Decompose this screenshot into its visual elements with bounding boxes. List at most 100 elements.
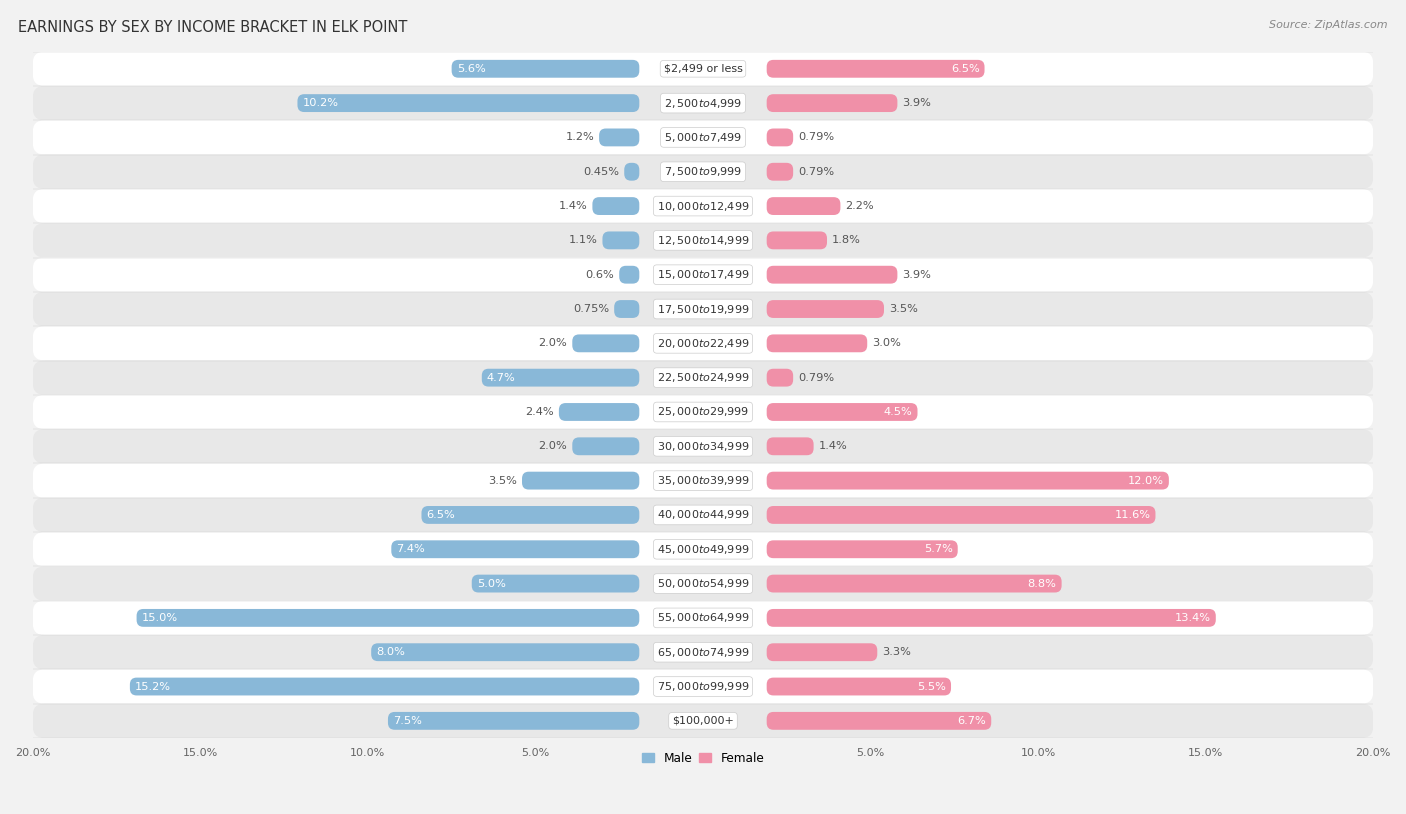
Text: $2,500 to $4,999: $2,500 to $4,999	[664, 97, 742, 110]
Text: $45,000 to $49,999: $45,000 to $49,999	[657, 543, 749, 556]
FancyBboxPatch shape	[766, 712, 991, 730]
FancyBboxPatch shape	[32, 86, 1374, 120]
FancyBboxPatch shape	[766, 60, 984, 77]
Text: 3.9%: 3.9%	[903, 98, 931, 108]
Text: 6.7%: 6.7%	[957, 716, 986, 726]
Text: 0.45%: 0.45%	[583, 167, 619, 177]
Text: 3.9%: 3.9%	[903, 269, 931, 280]
FancyBboxPatch shape	[624, 163, 640, 181]
FancyBboxPatch shape	[766, 677, 950, 695]
Text: 0.79%: 0.79%	[799, 133, 834, 142]
FancyBboxPatch shape	[619, 266, 640, 283]
FancyBboxPatch shape	[602, 231, 640, 249]
FancyBboxPatch shape	[32, 155, 1374, 189]
Text: 1.8%: 1.8%	[832, 235, 860, 245]
Legend: Male, Female: Male, Female	[637, 747, 769, 770]
Text: $2,499 or less: $2,499 or less	[664, 63, 742, 74]
Text: 10.2%: 10.2%	[302, 98, 339, 108]
Text: $10,000 to $12,499: $10,000 to $12,499	[657, 199, 749, 212]
FancyBboxPatch shape	[371, 643, 640, 661]
Text: 15.2%: 15.2%	[135, 681, 172, 692]
FancyBboxPatch shape	[32, 498, 1374, 532]
FancyBboxPatch shape	[32, 189, 1374, 223]
Text: 5.6%: 5.6%	[457, 63, 485, 74]
Text: $15,000 to $17,499: $15,000 to $17,499	[657, 268, 749, 281]
Text: 3.0%: 3.0%	[872, 339, 901, 348]
Text: $30,000 to $34,999: $30,000 to $34,999	[657, 440, 749, 453]
Text: 7.5%: 7.5%	[394, 716, 422, 726]
Text: 2.4%: 2.4%	[526, 407, 554, 417]
Text: 0.79%: 0.79%	[799, 167, 834, 177]
Text: 0.79%: 0.79%	[799, 373, 834, 383]
FancyBboxPatch shape	[129, 677, 640, 695]
FancyBboxPatch shape	[32, 429, 1374, 463]
FancyBboxPatch shape	[391, 540, 640, 558]
FancyBboxPatch shape	[32, 223, 1374, 257]
Text: $50,000 to $54,999: $50,000 to $54,999	[657, 577, 749, 590]
FancyBboxPatch shape	[388, 712, 640, 730]
Text: 0.6%: 0.6%	[585, 269, 614, 280]
Text: 0.75%: 0.75%	[574, 304, 609, 314]
Text: $75,000 to $99,999: $75,000 to $99,999	[657, 680, 749, 693]
FancyBboxPatch shape	[766, 575, 1062, 593]
Text: 3.5%: 3.5%	[488, 475, 517, 486]
FancyBboxPatch shape	[32, 361, 1374, 395]
Text: 6.5%: 6.5%	[950, 63, 980, 74]
FancyBboxPatch shape	[766, 266, 897, 283]
FancyBboxPatch shape	[766, 403, 918, 421]
FancyBboxPatch shape	[592, 197, 640, 215]
FancyBboxPatch shape	[766, 437, 814, 455]
FancyBboxPatch shape	[766, 231, 827, 249]
Text: 12.0%: 12.0%	[1128, 475, 1164, 486]
FancyBboxPatch shape	[572, 335, 640, 352]
Text: EARNINGS BY SEX BY INCOME BRACKET IN ELK POINT: EARNINGS BY SEX BY INCOME BRACKET IN ELK…	[18, 20, 408, 35]
Text: 1.2%: 1.2%	[565, 133, 595, 142]
Text: $12,500 to $14,999: $12,500 to $14,999	[657, 234, 749, 247]
FancyBboxPatch shape	[766, 163, 793, 181]
Text: $22,500 to $24,999: $22,500 to $24,999	[657, 371, 749, 384]
FancyBboxPatch shape	[32, 257, 1374, 292]
FancyBboxPatch shape	[766, 540, 957, 558]
Text: 5.0%: 5.0%	[477, 579, 506, 589]
Text: 8.0%: 8.0%	[377, 647, 405, 657]
FancyBboxPatch shape	[32, 567, 1374, 601]
FancyBboxPatch shape	[298, 94, 640, 112]
FancyBboxPatch shape	[614, 300, 640, 318]
Text: $55,000 to $64,999: $55,000 to $64,999	[657, 611, 749, 624]
Text: 3.5%: 3.5%	[889, 304, 918, 314]
FancyBboxPatch shape	[32, 635, 1374, 669]
FancyBboxPatch shape	[32, 120, 1374, 155]
Text: 5.7%: 5.7%	[924, 545, 953, 554]
Text: $20,000 to $22,499: $20,000 to $22,499	[657, 337, 749, 350]
Text: 1.1%: 1.1%	[568, 235, 598, 245]
FancyBboxPatch shape	[32, 601, 1374, 635]
Text: 11.6%: 11.6%	[1115, 510, 1150, 520]
Text: $7,500 to $9,999: $7,500 to $9,999	[664, 165, 742, 178]
Text: $5,000 to $7,499: $5,000 to $7,499	[664, 131, 742, 144]
Text: 2.0%: 2.0%	[538, 339, 567, 348]
Text: $25,000 to $29,999: $25,000 to $29,999	[657, 405, 749, 418]
FancyBboxPatch shape	[32, 669, 1374, 703]
FancyBboxPatch shape	[32, 532, 1374, 567]
Text: $40,000 to $44,999: $40,000 to $44,999	[657, 509, 749, 522]
FancyBboxPatch shape	[558, 403, 640, 421]
FancyBboxPatch shape	[32, 51, 1374, 86]
Text: $65,000 to $74,999: $65,000 to $74,999	[657, 646, 749, 659]
FancyBboxPatch shape	[766, 335, 868, 352]
FancyBboxPatch shape	[766, 471, 1168, 489]
Text: $17,500 to $19,999: $17,500 to $19,999	[657, 303, 749, 316]
Text: 1.4%: 1.4%	[818, 441, 848, 451]
Text: 1.4%: 1.4%	[558, 201, 588, 211]
Text: 2.2%: 2.2%	[845, 201, 875, 211]
FancyBboxPatch shape	[766, 643, 877, 661]
FancyBboxPatch shape	[766, 609, 1216, 627]
FancyBboxPatch shape	[482, 369, 640, 387]
Text: 2.0%: 2.0%	[538, 441, 567, 451]
FancyBboxPatch shape	[32, 326, 1374, 361]
FancyBboxPatch shape	[766, 129, 793, 147]
FancyBboxPatch shape	[32, 703, 1374, 738]
Text: 4.7%: 4.7%	[486, 373, 516, 383]
Text: 3.3%: 3.3%	[883, 647, 911, 657]
FancyBboxPatch shape	[766, 197, 841, 215]
FancyBboxPatch shape	[32, 463, 1374, 498]
